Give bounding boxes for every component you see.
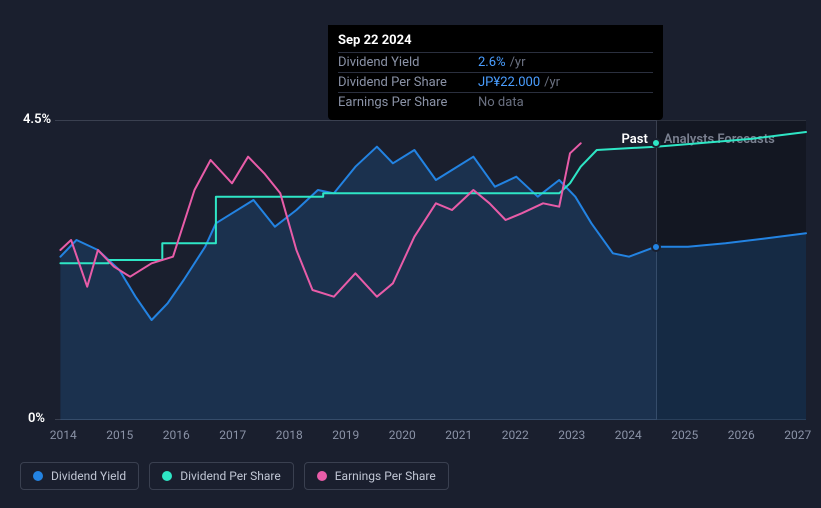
x-tick-label: 2021 [431, 428, 488, 442]
tooltip-value: No data [478, 95, 524, 110]
tooltip-unit: /yr [510, 55, 526, 70]
legend-label: Earnings Per Share [335, 469, 436, 483]
x-axis: 2014201520162017201820192020202120222023… [35, 428, 821, 442]
x-tick-label: 2022 [487, 428, 544, 442]
series-marker-icon [651, 138, 661, 148]
legend-item-dividend-per-share[interactable]: Dividend Per Share [149, 462, 294, 490]
x-tick-label: 2025 [657, 428, 714, 442]
legend-dot-icon [162, 471, 172, 481]
tooltip-row: Dividend Yield 2.6% /yr [338, 52, 653, 72]
legend-item-earnings-per-share[interactable]: Earnings Per Share [304, 462, 449, 490]
chart-container: 4.5% 0% Past Analysts Forecasts 20142015… [55, 120, 806, 420]
tooltip-label: Dividend Yield [338, 55, 478, 70]
tooltip-unit: /yr [544, 75, 560, 90]
x-tick-label: 2026 [713, 428, 770, 442]
tooltip-row: Dividend Per Share JP¥22.000 /yr [338, 72, 653, 92]
y-axis-bottom-label: 0% [28, 411, 45, 426]
y-axis-top-label: 4.5% [23, 112, 51, 127]
x-tick-label: 2027 [770, 428, 821, 442]
legend-dot-icon [317, 471, 327, 481]
x-tick-label: 2019 [318, 428, 375, 442]
tooltip-row: Earnings Per Share No data [338, 92, 653, 112]
tooltip-value: JP¥22.000 [478, 75, 540, 90]
x-tick-label: 2014 [35, 428, 92, 442]
chart-plot-area[interactable]: Past Analysts Forecasts [55, 120, 806, 420]
chart-legend: Dividend Yield Dividend Per Share Earnin… [20, 462, 449, 490]
chart-tooltip: Sep 22 2024 Dividend Yield 2.6% /yr Divi… [328, 25, 663, 120]
x-tick-label: 2020 [374, 428, 431, 442]
x-tick-label: 2016 [148, 428, 205, 442]
tooltip-value: 2.6% [478, 55, 506, 70]
series-marker-icon [651, 242, 661, 252]
x-tick-label: 2023 [544, 428, 601, 442]
x-tick-label: 2017 [205, 428, 262, 442]
legend-item-dividend-yield[interactable]: Dividend Yield [20, 462, 139, 490]
tooltip-label: Dividend Per Share [338, 75, 478, 90]
x-tick-label: 2015 [92, 428, 149, 442]
legend-label: Dividend Per Share [180, 469, 281, 483]
x-tick-label: 2018 [261, 428, 318, 442]
tooltip-date: Sep 22 2024 [338, 33, 653, 48]
x-tick-label: 2024 [600, 428, 657, 442]
legend-dot-icon [33, 471, 43, 481]
tooltip-label: Earnings Per Share [338, 95, 478, 110]
legend-label: Dividend Yield [51, 469, 126, 483]
chart-svg [55, 120, 806, 420]
